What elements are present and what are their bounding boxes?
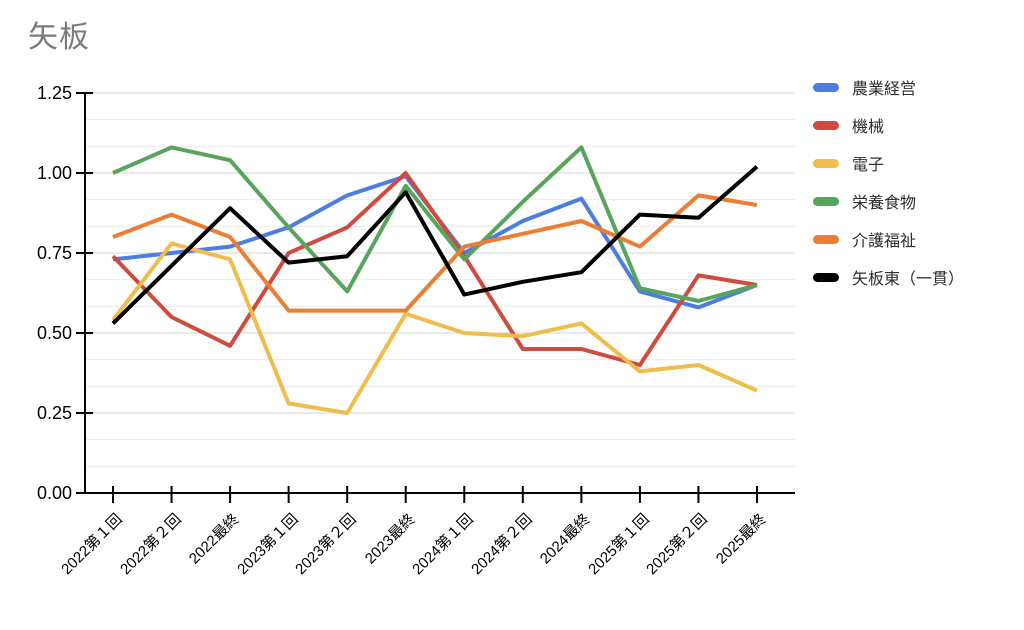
legend-item-5: 矢板東（一貫） — [813, 268, 965, 288]
chart-title: 矢板 — [28, 21, 90, 54]
legend-label: 介護福祉 — [852, 233, 917, 250]
legend-swatch-icon — [813, 196, 839, 206]
legend-label: 栄養食物 — [852, 195, 917, 212]
legend-swatch-icon — [813, 158, 839, 168]
series-line-2 — [111, 241, 758, 415]
series-line-5 — [111, 165, 759, 325]
legend-label: 機械 — [852, 119, 885, 136]
legend-item-1: 機械 — [813, 116, 964, 136]
y-tick-label: 0.50 — [36, 323, 72, 343]
legend-swatch-icon — [813, 120, 839, 130]
legend-label: 矢板東（一貫） — [852, 271, 965, 288]
legend-swatch-icon — [813, 272, 839, 282]
legend-item-4: 介護福祉 — [813, 230, 964, 250]
legend-label: 農業経営 — [852, 81, 917, 98]
y-tick-label: 0.25 — [36, 403, 72, 423]
legend-swatch-icon — [813, 82, 839, 92]
legend-item-0: 農業経営 — [813, 78, 964, 98]
y-tick-label: 1.25 — [36, 83, 72, 103]
series-line-1 — [111, 171, 758, 367]
legend-swatch-icon — [813, 234, 839, 244]
legend-item-3: 栄養食物 — [813, 192, 964, 212]
legend: 農業経営機械電子栄養食物介護福祉矢板東（一貫） — [813, 78, 964, 306]
legend-label: 電子 — [852, 157, 885, 174]
legend-item-2: 電子 — [813, 154, 964, 174]
series-line-4 — [112, 193, 758, 313]
y-tick-label: 0.00 — [36, 483, 72, 503]
y-tick-label: 0.75 — [36, 243, 72, 263]
y-tick-label: 1.00 — [36, 163, 72, 183]
series-line-3 — [112, 145, 758, 303]
